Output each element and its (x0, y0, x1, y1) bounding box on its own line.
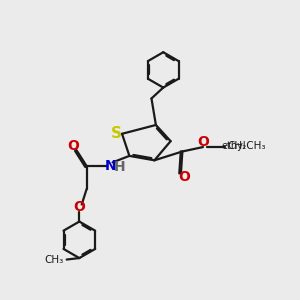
Text: H: H (114, 160, 125, 174)
Text: O: O (67, 140, 79, 154)
Text: O: O (197, 135, 209, 149)
Text: N: N (104, 159, 116, 173)
Text: O: O (178, 170, 190, 184)
Text: CH₃: CH₃ (44, 254, 63, 265)
Text: S: S (111, 126, 122, 141)
Text: ethyl: ethyl (221, 142, 246, 152)
Text: CH₂CH₃: CH₂CH₃ (227, 142, 266, 152)
Text: O: O (74, 200, 85, 214)
